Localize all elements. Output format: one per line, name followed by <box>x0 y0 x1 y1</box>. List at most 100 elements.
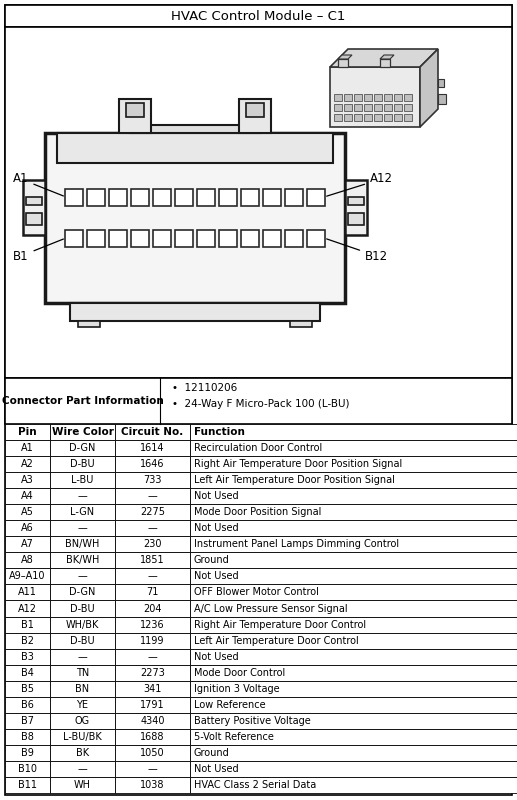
Text: B3: B3 <box>21 652 34 662</box>
Text: A2: A2 <box>21 459 34 469</box>
Bar <box>374 114 382 121</box>
Bar <box>50 601 115 617</box>
Bar <box>115 536 190 552</box>
Bar <box>115 713 190 729</box>
Bar <box>190 456 517 472</box>
Bar <box>190 777 517 793</box>
Bar <box>190 552 517 568</box>
Bar <box>115 729 190 745</box>
Text: •  12110206: • 12110206 <box>172 383 237 393</box>
Bar <box>374 104 382 111</box>
Polygon shape <box>338 55 352 59</box>
Bar <box>87 230 105 246</box>
Text: B7: B7 <box>21 716 34 726</box>
Bar <box>404 104 412 111</box>
Text: —: — <box>78 764 87 774</box>
Bar <box>50 681 115 697</box>
Bar <box>115 665 190 681</box>
Text: —: — <box>78 571 87 582</box>
Text: TN: TN <box>76 668 89 678</box>
Text: 1050: 1050 <box>140 748 165 758</box>
Bar <box>334 94 342 101</box>
Text: A1: A1 <box>13 173 64 196</box>
Bar <box>130 125 260 133</box>
Bar <box>190 488 517 504</box>
Text: Not Used: Not Used <box>194 571 239 582</box>
Bar <box>5 633 50 649</box>
Text: OG: OG <box>75 716 90 726</box>
Text: A7: A7 <box>21 539 34 550</box>
Bar <box>50 568 115 585</box>
Text: B4: B4 <box>21 668 34 678</box>
Bar <box>115 504 190 520</box>
Text: Circuit No.: Circuit No. <box>121 427 184 437</box>
Polygon shape <box>330 49 438 67</box>
Bar <box>115 568 190 585</box>
Bar <box>70 302 320 321</box>
Bar <box>5 520 50 536</box>
Text: 341: 341 <box>143 684 162 694</box>
Text: Battery Positive Voltage: Battery Positive Voltage <box>194 716 311 726</box>
Text: 204: 204 <box>143 603 162 614</box>
Bar <box>5 378 512 424</box>
Text: Recirculation Door Control: Recirculation Door Control <box>194 443 322 453</box>
Bar <box>5 761 50 777</box>
Bar <box>5 777 50 793</box>
Bar <box>26 213 42 225</box>
Bar <box>50 472 115 488</box>
Bar <box>190 504 517 520</box>
Bar <box>50 504 115 520</box>
Bar <box>190 713 517 729</box>
Text: B8: B8 <box>21 732 34 742</box>
Bar <box>115 649 190 665</box>
Bar <box>334 104 342 111</box>
Bar <box>190 472 517 488</box>
Bar <box>330 67 420 127</box>
Bar <box>246 102 264 117</box>
Text: WH/BK: WH/BK <box>66 619 99 630</box>
Bar <box>50 713 115 729</box>
Text: BN/WH: BN/WH <box>65 539 100 550</box>
Bar <box>307 230 325 246</box>
Text: 1851: 1851 <box>140 555 165 566</box>
Bar <box>78 321 100 326</box>
Bar <box>364 94 372 101</box>
Text: —: — <box>148 571 157 582</box>
Bar <box>115 761 190 777</box>
Bar <box>5 601 50 617</box>
Text: Ground: Ground <box>194 555 230 566</box>
Bar <box>5 27 512 378</box>
Text: 1688: 1688 <box>140 732 165 742</box>
Text: L-BU: L-BU <box>71 475 94 485</box>
Bar <box>190 617 517 633</box>
Bar <box>115 585 190 601</box>
Bar <box>384 94 392 101</box>
Bar <box>131 230 149 246</box>
Text: D-BU: D-BU <box>70 635 95 646</box>
Bar <box>190 745 517 761</box>
Text: Function: Function <box>194 427 245 437</box>
Bar <box>115 472 190 488</box>
Bar <box>5 504 50 520</box>
Bar <box>190 601 517 617</box>
Text: Wire Color: Wire Color <box>52 427 113 437</box>
Text: B1: B1 <box>13 239 64 262</box>
Bar <box>190 568 517 585</box>
Text: A12: A12 <box>18 603 37 614</box>
Bar <box>190 440 517 456</box>
Bar <box>5 617 50 633</box>
Text: —: — <box>78 491 87 501</box>
Bar <box>65 189 83 206</box>
Bar <box>190 649 517 665</box>
Bar <box>190 761 517 777</box>
Text: Not Used: Not Used <box>194 491 239 501</box>
Bar <box>65 230 83 246</box>
Text: BK/WH: BK/WH <box>66 555 99 566</box>
Bar <box>190 536 517 552</box>
Bar <box>404 94 412 101</box>
Bar <box>115 552 190 568</box>
Bar <box>354 104 362 111</box>
Text: BN: BN <box>75 684 89 694</box>
Text: 1614: 1614 <box>140 443 165 453</box>
Bar <box>5 665 50 681</box>
